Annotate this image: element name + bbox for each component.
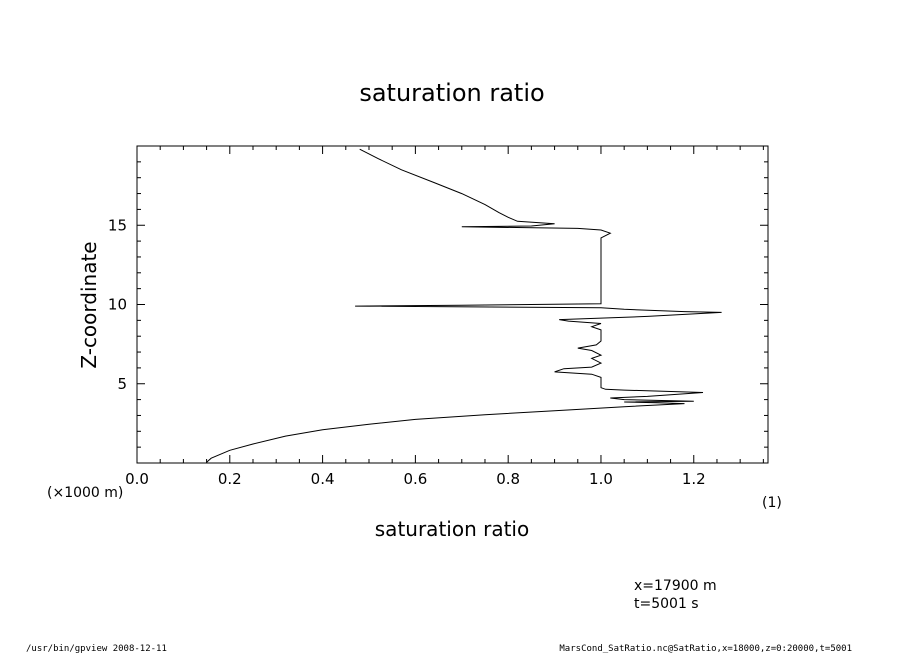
- y-tick-labels: 5 10 15: [108, 216, 127, 393]
- x-tick-label: 1.0: [589, 470, 613, 488]
- y-unit-label: (×1000 m): [47, 485, 123, 501]
- program-info: /usr/bin/gpview 2008-12-11: [26, 644, 167, 654]
- y-tick-label: 5: [117, 375, 127, 393]
- x-unit-label: (1): [762, 495, 782, 511]
- chart-title: saturation ratio: [359, 79, 544, 107]
- x-tick-label: 1.2: [682, 470, 706, 488]
- x-tick-label: 0.0: [125, 470, 149, 488]
- y-tick-label: 15: [108, 216, 127, 234]
- coord-t-readout: t=5001 s: [634, 596, 699, 612]
- x-tick-label: 0.6: [403, 470, 427, 488]
- y-axis-label: Z-coordinate: [77, 241, 101, 368]
- x-tick-label: 0.2: [218, 470, 242, 488]
- y-tick-label: 10: [108, 296, 127, 314]
- series-line: [206, 148, 722, 463]
- x-tick-labels: 0.0 0.2 0.4 0.6 0.8 1.0 1.2: [125, 470, 706, 488]
- plot-frame: [136, 145, 769, 464]
- tick-marks: [136, 146, 768, 463]
- source-info: MarsCond_SatRatio.nc@SatRatio,x=18000,z=…: [559, 644, 852, 654]
- x-axis-label: saturation ratio: [375, 517, 529, 541]
- x-tick-label: 0.4: [311, 470, 335, 488]
- x-tick-label: 0.8: [496, 470, 520, 488]
- coord-x-readout: x=17900 m: [634, 578, 717, 594]
